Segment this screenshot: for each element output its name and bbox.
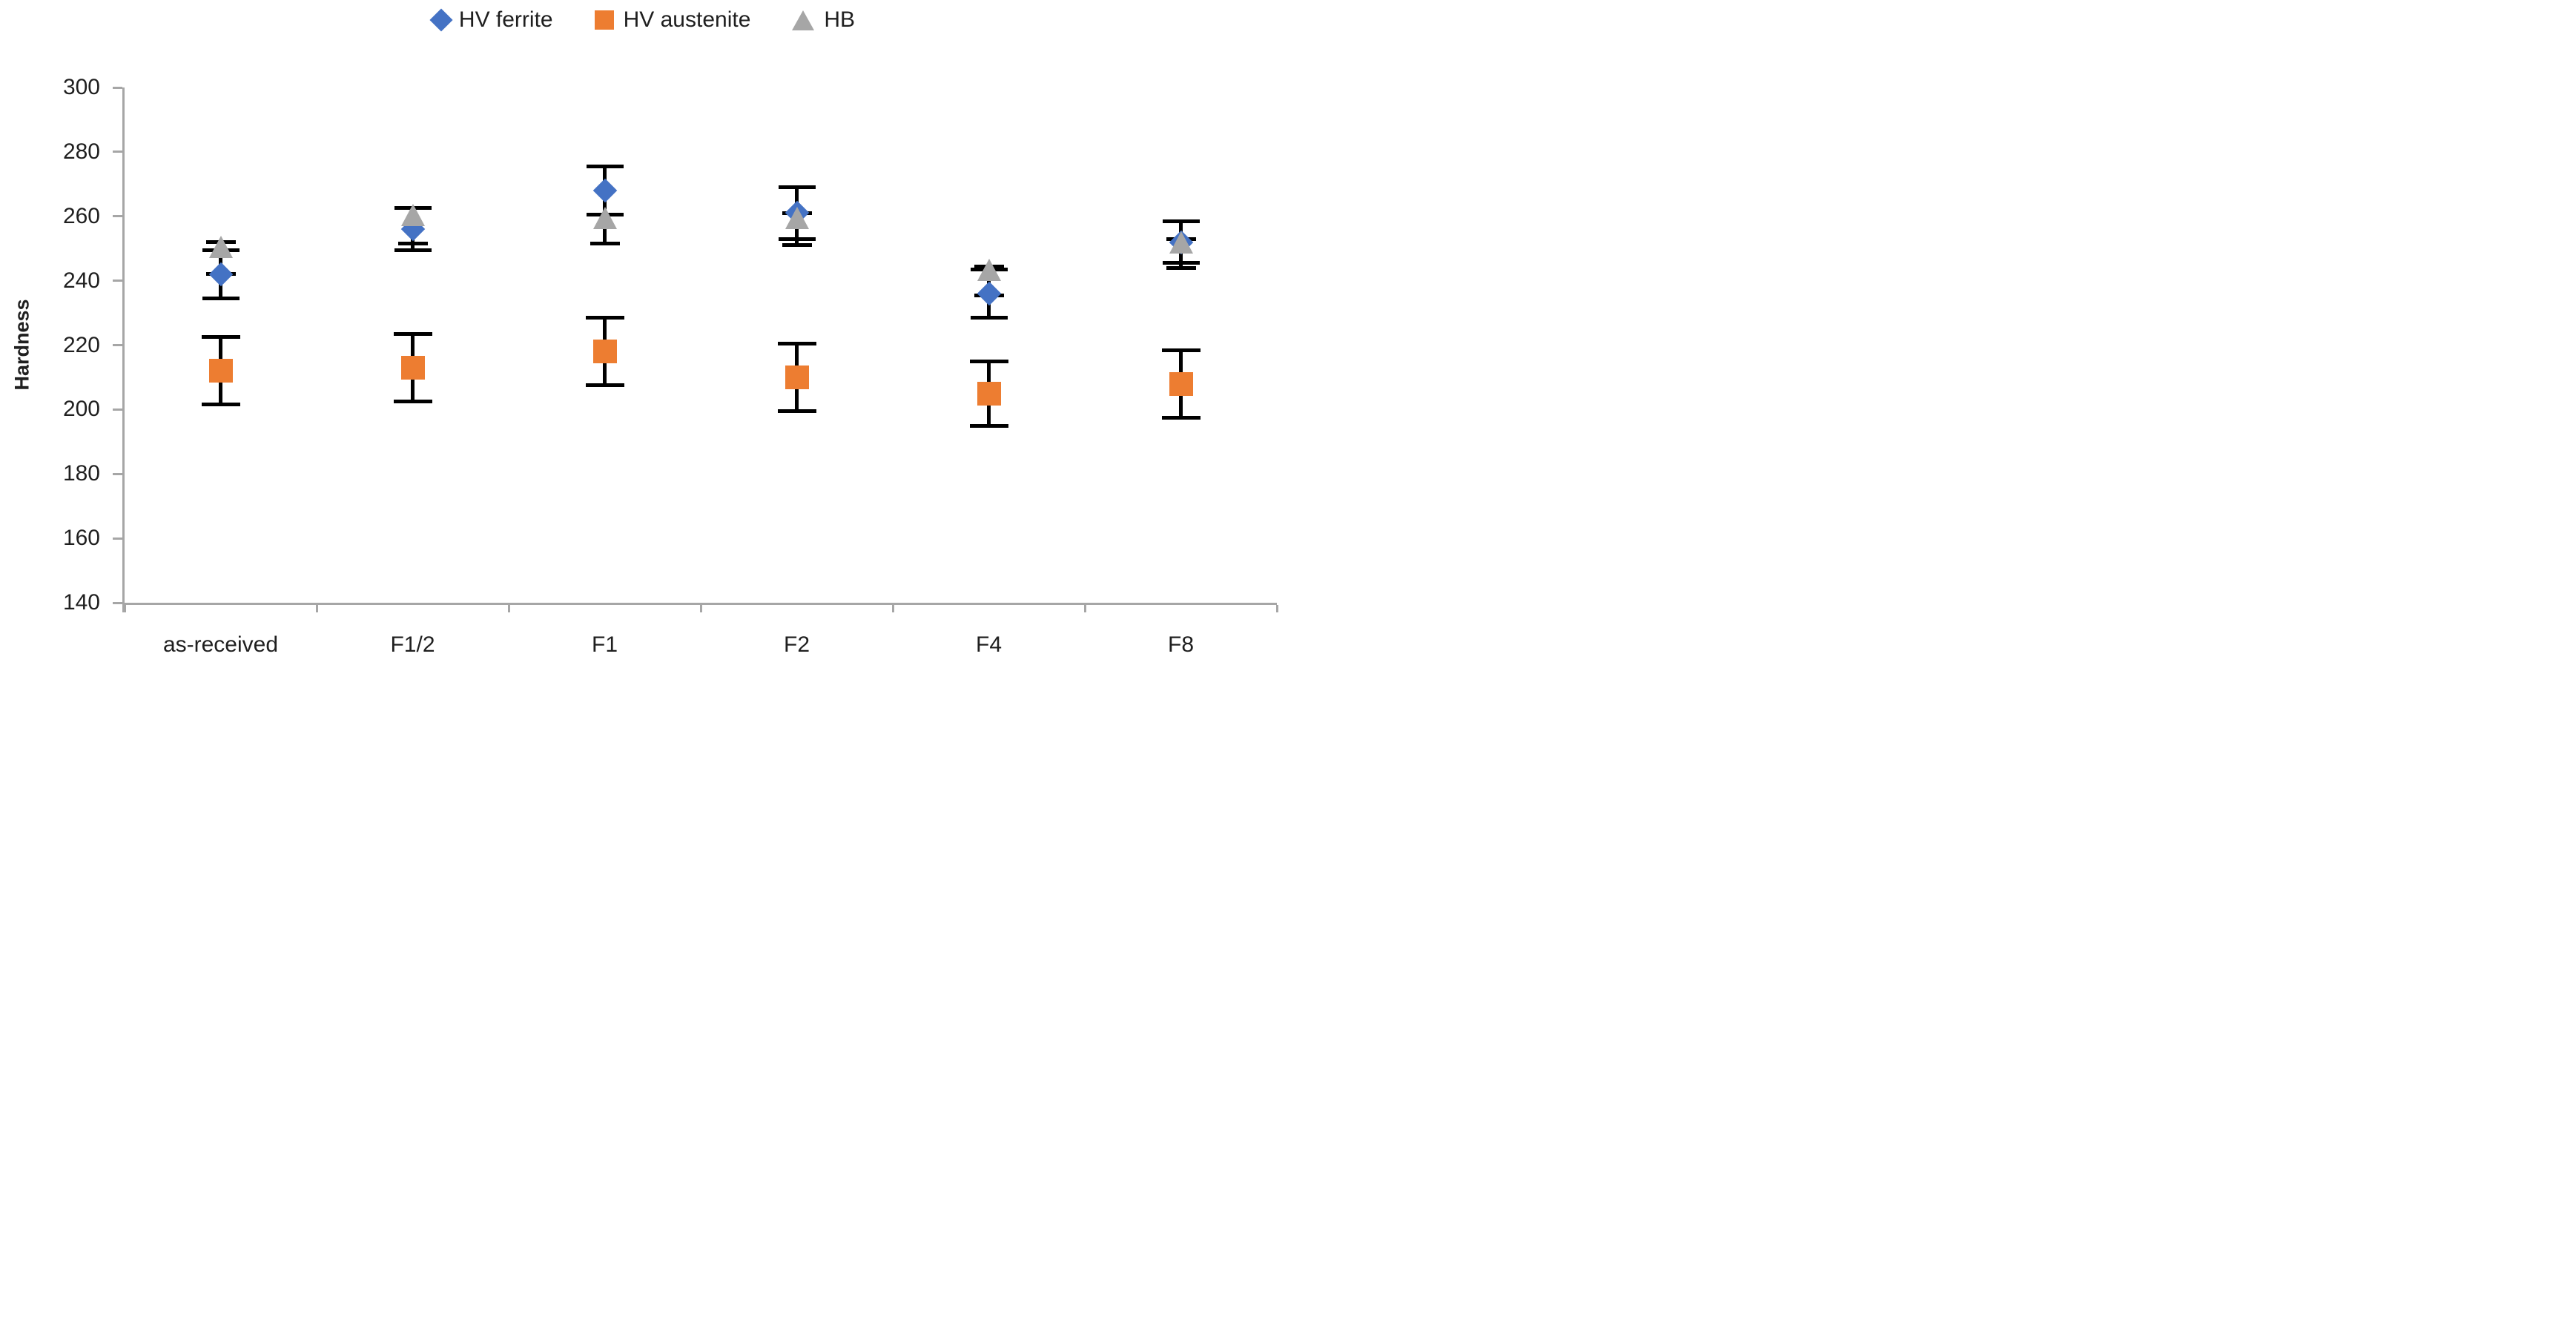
legend-item-hv-austenite: HV austenite <box>594 7 751 33</box>
hardness-chart: HV ferrite HV austenite HB Hardness 300 2… <box>0 0 1288 666</box>
legend-item-hv-ferrite: HV ferrite <box>429 7 553 33</box>
y-tick-label: 280 <box>62 139 100 164</box>
legend-label: HV ferrite <box>458 7 553 32</box>
error-bar-cap-top <box>1161 348 1201 352</box>
x-axis-tick <box>507 605 510 612</box>
error-bar-cap-top <box>777 341 816 345</box>
error-bar-cap-bottom <box>202 297 240 301</box>
y-tick-label: 140 <box>62 590 100 615</box>
error-bar-cap-bottom <box>1166 265 1196 270</box>
error-bar-cap-bottom <box>970 316 1008 320</box>
y-axis-tick <box>113 408 122 411</box>
diamond-marker-icon <box>429 8 453 32</box>
error-bar-cap-bottom <box>777 409 816 414</box>
legend-item-hb: HB <box>792 7 855 33</box>
data-point-triangle <box>1169 231 1193 254</box>
error-bar-cap-top <box>586 164 624 168</box>
data-point-diamond <box>592 178 617 203</box>
data-point-triangle <box>400 203 425 226</box>
legend-label: HV austenite <box>623 7 751 32</box>
error-bar-cap-bottom <box>201 403 240 407</box>
square-marker-icon <box>594 10 614 30</box>
x-axis-tick <box>1275 605 1278 612</box>
error-bar <box>987 266 991 296</box>
error-bar-cap-bottom <box>585 383 624 388</box>
x-axis-tick <box>699 605 702 612</box>
y-axis-title: Hardness <box>10 299 33 391</box>
y-axis <box>122 87 125 612</box>
data-point-square <box>1169 371 1193 396</box>
y-axis-tick <box>113 150 122 153</box>
data-point-diamond <box>977 281 1001 306</box>
y-axis-tick <box>113 537 122 540</box>
data-point-triangle <box>208 236 233 259</box>
error-bar-cap-top <box>969 359 1008 363</box>
y-axis-tick <box>113 472 122 475</box>
data-point-square <box>208 359 233 383</box>
data-point-diamond <box>208 262 233 287</box>
error-bar-cap-bottom <box>1161 415 1201 420</box>
data-point-triangle <box>977 258 1001 281</box>
x-tick-label: F8 <box>1167 632 1195 657</box>
data-point-triangle <box>592 207 617 230</box>
error-bar <box>603 214 607 244</box>
x-tick-label: F4 <box>975 632 1003 657</box>
data-point-square <box>785 365 809 389</box>
y-axis-tick <box>113 215 122 218</box>
x-tick-label: F2 <box>783 632 810 657</box>
x-tick-label: F1/2 <box>390 632 435 657</box>
error-bar-cap-bottom <box>589 242 620 246</box>
x-tick-label: F1 <box>591 632 618 657</box>
error-bar-cap-bottom <box>394 248 432 252</box>
data-point-square <box>592 340 617 364</box>
error-bar-cap-top <box>201 335 240 340</box>
y-tick-label: 300 <box>62 75 100 99</box>
error-bar <box>795 213 799 245</box>
y-tick-label: 180 <box>62 461 100 486</box>
error-bar <box>219 242 222 274</box>
error-bar-cap-bottom <box>782 243 812 248</box>
y-tick-label: 200 <box>62 397 100 422</box>
data-point-square <box>400 355 425 380</box>
error-bar-cap-bottom <box>969 423 1008 428</box>
x-axis-tick <box>891 605 894 612</box>
y-axis-tick <box>113 280 122 282</box>
chart-legend: HV ferrite HV austenite HB <box>0 7 1288 33</box>
x-axis-tick <box>315 605 318 612</box>
error-bar-cap-top <box>1162 219 1200 223</box>
y-tick-label: 160 <box>62 526 100 551</box>
error-bar-cap-bottom <box>397 242 428 246</box>
y-axis-tick <box>113 344 122 346</box>
y-tick-label: 220 <box>62 332 100 357</box>
error-bar-cap-top <box>393 331 432 336</box>
x-axis-tick <box>1083 605 1086 612</box>
y-tick-label: 240 <box>62 268 100 293</box>
data-point-triangle <box>785 207 809 230</box>
x-tick-label: as-received <box>162 632 279 657</box>
data-point-square <box>977 381 1001 406</box>
x-axis-tick <box>123 605 126 612</box>
y-axis-tick <box>113 601 122 604</box>
error-bar-cap-bottom <box>393 400 432 404</box>
x-axis <box>122 603 1277 605</box>
error-bar-cap-top <box>778 185 816 190</box>
triangle-marker-icon <box>792 10 815 30</box>
legend-label: HB <box>824 7 856 32</box>
y-tick-label: 260 <box>62 203 100 228</box>
y-axis-tick <box>113 86 122 89</box>
error-bar-cap-top <box>585 316 624 320</box>
